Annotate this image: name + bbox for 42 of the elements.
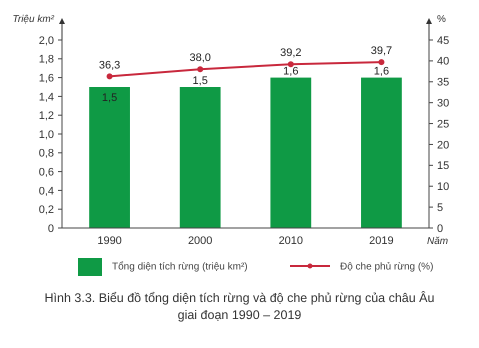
- y2-tick-label: 30: [437, 98, 450, 110]
- y2-tick-label: 10: [437, 181, 450, 194]
- data-label: 1,5: [102, 92, 118, 104]
- y2-tick-label: 0: [437, 222, 444, 235]
- y2-tick-label: 25: [437, 118, 450, 130]
- x-tick-label: 2010: [278, 235, 304, 247]
- text: Hình 3.3. Biểu đồ tổng diện tích rừng và độ che phủ rừng của châu Âu giai đoạn 1990 – 2019: [44, 291, 434, 322]
- y2-tick-label: 20: [437, 139, 450, 152]
- point: [106, 73, 113, 80]
- x-tick-label: 2019: [369, 235, 394, 247]
- y-tick-label: 1,4: [38, 91, 54, 104]
- y-tick-label: 0,2: [38, 204, 54, 216]
- data-label: 39,7: [370, 45, 392, 58]
- data-label: 1,6: [283, 66, 298, 78]
- y-tick-label: 1,8: [38, 54, 54, 66]
- y-tick-label: 0,8: [38, 148, 54, 160]
- data-label: 1,6: [374, 66, 390, 78]
- y-tick-label: 1,2: [38, 110, 54, 122]
- y2-tick-label: 45: [437, 34, 450, 47]
- x-axis-title: Năm: [427, 236, 448, 247]
- y-axis-title: Triệu km²: [12, 14, 55, 25]
- legend-label: Độ che phủ rừng (%): [340, 262, 434, 272]
- y-tick-label: 0,4: [38, 185, 54, 198]
- data-label: 36,3: [98, 59, 120, 72]
- y2-tick-label: 40: [437, 56, 450, 68]
- y2-tick-label: 35: [437, 76, 450, 89]
- y-tick-label: 1,6: [38, 72, 54, 84]
- y-tick-label: 2,0: [38, 34, 54, 47]
- y2-tick-label: 5: [437, 202, 444, 214]
- data-label: 1,5: [192, 75, 208, 87]
- legend-label: Tổng diện tích rừng (triệu km²): [112, 260, 248, 272]
- x-tick-label: 2000: [188, 235, 212, 247]
- y2-tick-label: 15: [437, 160, 450, 172]
- y-tick-label: 0,6: [38, 166, 54, 178]
- y-tick-label: 1,0: [38, 128, 54, 141]
- point: [378, 59, 384, 66]
- data-label: 38,0: [189, 52, 211, 64]
- y-tick-label: 0: [48, 222, 54, 235]
- point: [197, 66, 204, 72]
- x-tick-label: 1990: [97, 235, 122, 247]
- data-label: 39,2: [280, 47, 302, 60]
- y2-axis-title: %: [437, 14, 446, 25]
